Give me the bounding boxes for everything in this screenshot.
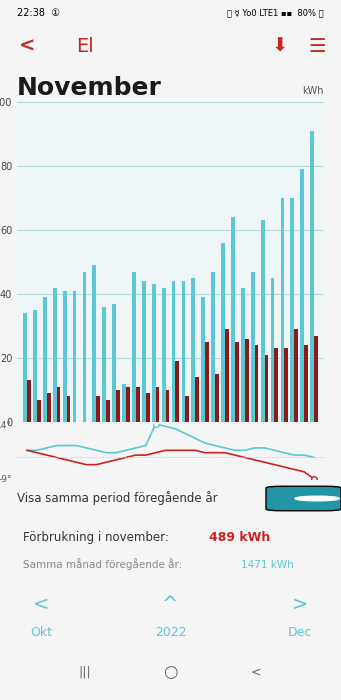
Bar xyxy=(281,198,284,422)
Bar xyxy=(255,345,258,422)
Bar xyxy=(251,272,255,422)
Bar xyxy=(186,396,189,422)
Bar xyxy=(66,396,70,422)
Bar xyxy=(23,313,27,422)
Text: Dec: Dec xyxy=(288,626,312,640)
Text: El: El xyxy=(76,36,94,55)
Bar xyxy=(162,288,165,422)
Bar xyxy=(291,198,294,422)
Bar xyxy=(245,339,249,422)
Bar xyxy=(126,387,130,422)
Bar xyxy=(142,281,146,422)
Text: November: November xyxy=(17,76,162,100)
Bar xyxy=(195,377,199,422)
Bar xyxy=(310,131,314,422)
Text: 🔇 ☿ Yo0 LTE1 ▪▪  80% 🔋: 🔇 ☿ Yo0 LTE1 ▪▪ 80% 🔋 xyxy=(227,8,324,17)
Text: |||: ||| xyxy=(79,666,92,678)
Circle shape xyxy=(295,496,339,500)
Bar xyxy=(314,335,318,422)
Text: ○: ○ xyxy=(163,663,178,681)
Bar xyxy=(221,243,225,422)
Text: ^: ^ xyxy=(162,595,179,614)
Bar xyxy=(202,298,205,422)
Text: 22:38  ①: 22:38 ① xyxy=(17,8,60,18)
Bar xyxy=(116,390,120,422)
FancyBboxPatch shape xyxy=(266,486,341,511)
Bar xyxy=(205,342,209,422)
Bar xyxy=(27,380,31,422)
Text: 489 kWh: 489 kWh xyxy=(209,531,270,544)
Bar xyxy=(155,387,159,422)
Bar xyxy=(261,220,265,422)
Bar xyxy=(106,400,110,422)
Text: <: < xyxy=(19,36,35,55)
Bar xyxy=(304,345,308,422)
Bar xyxy=(294,329,298,422)
Bar xyxy=(275,349,278,422)
Bar xyxy=(146,393,149,422)
Text: Förbrukning i november:: Förbrukning i november: xyxy=(23,531,169,544)
Bar xyxy=(182,281,186,422)
Bar xyxy=(132,272,136,422)
Text: ☰: ☰ xyxy=(308,36,326,55)
Bar xyxy=(47,393,50,422)
Bar xyxy=(53,288,57,422)
Bar xyxy=(284,349,288,422)
Bar xyxy=(96,396,100,422)
Bar xyxy=(136,387,139,422)
Text: >: > xyxy=(292,595,308,614)
Text: kWh: kWh xyxy=(302,85,324,96)
Legend: 2021, 2022: 2021, 2022 xyxy=(191,442,318,461)
Bar xyxy=(192,278,195,422)
Bar xyxy=(73,290,76,422)
Bar xyxy=(152,284,155,422)
Bar xyxy=(235,342,239,422)
Bar xyxy=(92,265,96,422)
Bar xyxy=(225,329,229,422)
Text: 1471 kWh: 1471 kWh xyxy=(241,559,294,570)
Bar xyxy=(271,278,275,422)
Text: <: < xyxy=(33,595,49,614)
Text: <: < xyxy=(251,666,261,678)
Bar xyxy=(102,307,106,422)
Bar xyxy=(231,217,235,422)
Text: ⬇: ⬇ xyxy=(271,36,288,55)
Text: Samma månad föregående år:: Samma månad föregående år: xyxy=(23,559,182,570)
Bar xyxy=(43,298,47,422)
Bar xyxy=(241,288,245,422)
Bar xyxy=(215,374,219,422)
Bar xyxy=(122,384,126,422)
Bar xyxy=(176,361,179,422)
Bar xyxy=(265,355,268,422)
Bar xyxy=(300,169,304,422)
Bar xyxy=(57,387,60,422)
Bar xyxy=(172,281,176,422)
Bar xyxy=(63,290,66,422)
Bar xyxy=(33,310,37,422)
Bar xyxy=(112,304,116,422)
Bar xyxy=(165,390,169,422)
Bar xyxy=(83,272,86,422)
Text: Okt: Okt xyxy=(30,626,52,640)
Text: Visa samma period föregående år: Visa samma period föregående år xyxy=(17,491,218,505)
Bar xyxy=(37,400,41,422)
Bar xyxy=(211,272,215,422)
Text: 2022: 2022 xyxy=(155,626,186,640)
